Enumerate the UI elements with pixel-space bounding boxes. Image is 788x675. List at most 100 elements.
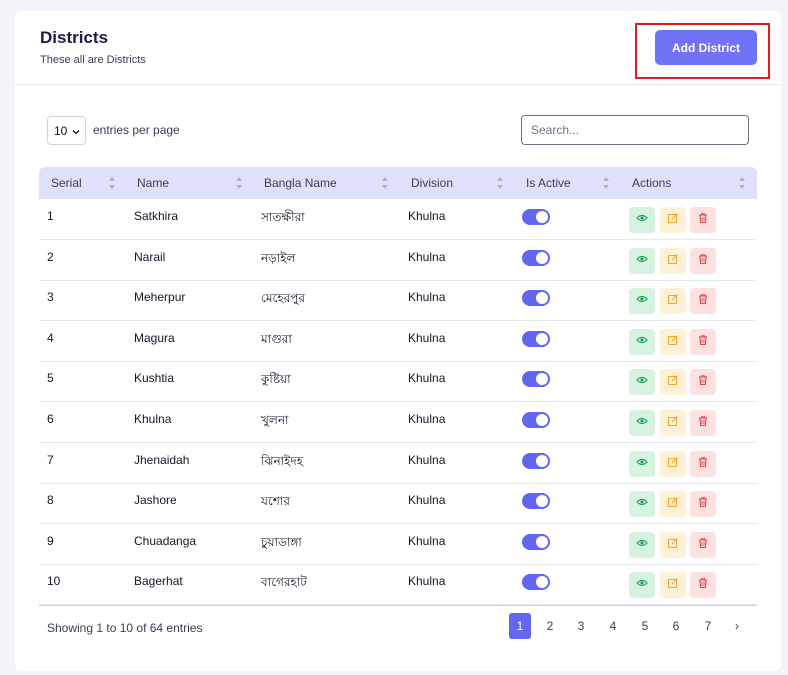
delete-button[interactable] [690,288,716,315]
cell-bangla-name: বাগেরহাট [261,575,307,590]
delete-button[interactable] [690,328,716,355]
is-active-toggle[interactable] [522,290,550,307]
table-row: 10 Bagerhat বাগেরহাট Khulna [39,564,757,606]
sort-arrows-icon[interactable] [497,176,503,190]
pagination-page-2[interactable]: 2 [546,619,554,633]
delete-button[interactable] [690,207,716,233]
edit-button[interactable] [660,531,686,558]
page-title: Districts [40,28,109,47]
delete-button[interactable] [690,410,716,436]
edit-button[interactable] [660,491,686,518]
table-row: 4 Magura মাগুরা Khulna [39,321,757,362]
cell-bangla-name: ঝিনাইদহ [261,453,304,468]
is-active-toggle[interactable] [522,452,550,469]
sort-arrows-icon[interactable] [603,176,609,190]
edit-button[interactable] [660,410,686,436]
cell-name: Narail [134,249,166,264]
column-header-bangla-name[interactable]: Bangla Name [264,176,337,190]
cell-serial: 8 [47,493,54,508]
view-button[interactable] [629,369,655,396]
eye-icon [636,211,648,229]
cell-name: Magura [134,330,175,345]
edit-button[interactable] [660,247,686,274]
edit-button[interactable] [660,369,686,396]
table-row: 1 Satkhira সাতক্ষীরা Khulna [39,199,757,240]
delete-button[interactable] [690,572,716,599]
sort-arrows-icon[interactable] [739,176,745,190]
cell-division: Khulna [408,533,446,548]
add-district-button[interactable]: Add District [655,30,757,65]
cell-name: Jhenaidah [134,452,190,467]
cell-serial: 2 [47,249,54,264]
view-button[interactable] [629,288,655,315]
view-button[interactable] [629,491,655,518]
edit-icon [667,252,679,270]
trash-icon [697,536,709,554]
highlight-annotation-box [635,23,770,79]
cell-bangla-name: কুষ্টিয়া [261,372,291,387]
view-button[interactable] [629,410,655,436]
column-header-is-active[interactable]: Is Active [526,176,571,190]
column-header-serial[interactable]: Serial [51,176,82,190]
cell-division: Khulna [408,574,446,589]
sort-arrows-icon[interactable] [236,176,242,190]
pagination-page-7[interactable]: 7 [704,619,712,633]
pagination-page-4[interactable]: 4 [609,619,617,633]
edit-icon [667,292,679,310]
view-button[interactable] [629,328,655,355]
pagination-page-6[interactable]: 6 [672,619,680,633]
delete-button[interactable] [690,450,716,477]
column-header-name[interactable]: Name [137,176,170,190]
is-active-toggle[interactable] [522,412,550,428]
edit-button[interactable] [660,207,686,233]
sort-arrows-icon[interactable] [382,176,388,190]
is-active-toggle[interactable] [522,533,550,550]
view-button[interactable] [629,247,655,274]
footer-divider [39,605,757,606]
view-button[interactable] [629,207,655,233]
edit-icon [667,373,679,391]
is-active-toggle[interactable] [522,493,550,510]
cell-serial: 1 [47,209,54,223]
table-row: 8 Jashore যশোর Khulna [39,483,757,525]
eye-icon [636,373,648,391]
view-button[interactable] [629,531,655,558]
pagination-page-3[interactable]: 3 [577,619,585,633]
is-active-toggle[interactable] [522,330,550,347]
column-header-actions[interactable]: Actions [632,176,672,190]
entries-per-page-select[interactable]: 10 [47,116,86,145]
eye-icon [636,495,648,513]
pagination-page-5[interactable]: 5 [641,619,649,633]
eye-icon [636,455,648,473]
search-input[interactable] [521,115,749,145]
cell-serial: 6 [47,412,54,426]
delete-button[interactable] [690,531,716,558]
edit-button[interactable] [660,572,686,599]
is-active-toggle[interactable] [522,574,550,591]
cell-bangla-name: মেহেরপুর [261,291,306,306]
cell-serial: 4 [47,330,54,345]
edit-button[interactable] [660,328,686,355]
pagination-page-1[interactable]: 1 [509,613,531,639]
entries-per-page-label: entries per page [93,123,180,137]
view-button[interactable] [629,572,655,599]
cell-name: Meherpur [134,290,186,305]
eye-icon [636,292,648,310]
delete-button[interactable] [690,369,716,396]
edit-button[interactable] [660,288,686,315]
table-row: 7 Jhenaidah ঝিনাইদহ Khulna [39,443,757,484]
cell-bangla-name: খুলনা [261,413,289,427]
sort-arrows-icon[interactable] [109,176,115,190]
is-active-toggle[interactable] [522,249,550,266]
pagination-next[interactable]: › [735,619,739,633]
column-header-division[interactable]: Division [411,176,454,190]
is-active-toggle[interactable] [522,209,550,225]
is-active-toggle[interactable] [522,371,550,388]
delete-button[interactable] [690,491,716,518]
cell-bangla-name: যশোর [261,494,290,509]
edit-button[interactable] [660,450,686,477]
trash-icon [697,576,709,594]
delete-button[interactable] [690,247,716,274]
view-button[interactable] [629,450,655,477]
entries-select-value: 10 [54,123,68,138]
